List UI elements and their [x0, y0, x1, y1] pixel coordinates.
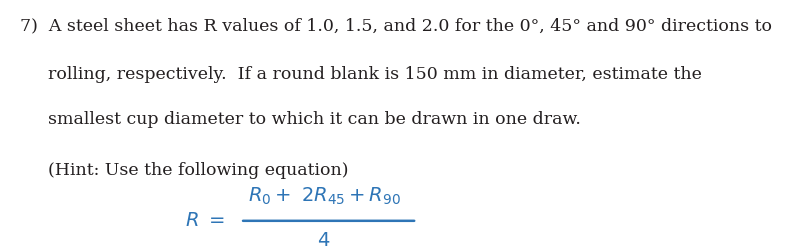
Text: $\mathit{R}_0 + \ 2\mathit{R}_{45} + \mathit{R}_{90}$: $\mathit{R}_0 + \ 2\mathit{R}_{45} + \ma…	[247, 185, 400, 207]
Text: (Hint: Use the following equation): (Hint: Use the following equation)	[48, 162, 349, 179]
Text: smallest cup diameter to which it can be drawn in one draw.: smallest cup diameter to which it can be…	[48, 111, 581, 128]
Text: 7)  A steel sheet has R values of 1.0, 1.5, and 2.0 for the 0°, 45° and 90° dire: 7) A steel sheet has R values of 1.0, 1.…	[20, 18, 772, 35]
Text: $4$: $4$	[317, 232, 330, 250]
Text: rolling, respectively.  If a round blank is 150 mm in diameter, estimate the: rolling, respectively. If a round blank …	[48, 67, 702, 83]
Text: $\mathit{R}\ =$: $\mathit{R}\ =$	[184, 212, 225, 230]
